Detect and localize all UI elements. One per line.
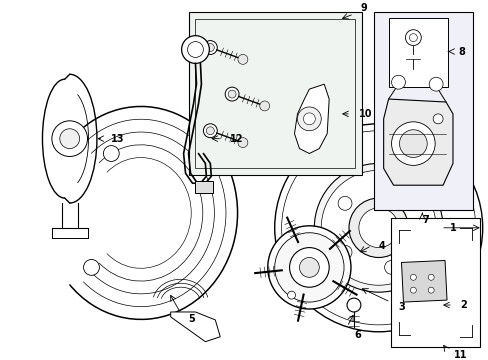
Circle shape (409, 287, 415, 293)
Text: 10: 10 (358, 109, 372, 119)
Circle shape (60, 129, 80, 149)
Text: 12: 12 (230, 134, 243, 144)
Text: 4: 4 (378, 240, 385, 251)
Circle shape (428, 77, 442, 91)
Circle shape (238, 54, 247, 64)
Bar (388, 18, 447, 87)
Circle shape (287, 291, 295, 299)
Circle shape (289, 248, 328, 287)
Circle shape (432, 114, 442, 124)
Circle shape (299, 257, 319, 277)
Circle shape (384, 260, 398, 274)
Circle shape (267, 226, 350, 309)
Text: 13: 13 (111, 134, 124, 144)
Circle shape (297, 107, 321, 131)
Circle shape (391, 122, 434, 165)
Text: 3: 3 (398, 302, 405, 312)
Circle shape (427, 274, 433, 280)
Text: 5: 5 (188, 314, 195, 324)
Circle shape (337, 197, 351, 210)
Circle shape (238, 138, 247, 148)
Bar (373, 12, 472, 210)
Circle shape (274, 233, 344, 302)
Circle shape (412, 221, 427, 235)
Polygon shape (294, 84, 328, 153)
Text: 9: 9 (360, 3, 367, 13)
Polygon shape (401, 261, 446, 302)
Circle shape (83, 260, 99, 275)
Circle shape (409, 274, 415, 280)
Circle shape (181, 36, 209, 63)
Circle shape (405, 30, 421, 46)
Circle shape (52, 121, 87, 157)
Circle shape (314, 163, 442, 292)
Text: 7: 7 (422, 215, 428, 225)
Circle shape (321, 170, 435, 285)
Circle shape (203, 41, 217, 54)
Text: 8: 8 (457, 46, 464, 57)
Bar (188, 12, 361, 175)
Circle shape (203, 124, 217, 138)
Text: 1: 1 (449, 223, 456, 233)
Circle shape (206, 44, 214, 51)
Circle shape (228, 90, 236, 98)
Circle shape (274, 124, 482, 332)
Circle shape (421, 295, 434, 309)
Circle shape (399, 130, 427, 157)
Circle shape (346, 298, 360, 312)
Circle shape (281, 131, 475, 325)
Circle shape (348, 198, 407, 257)
Circle shape (384, 181, 398, 195)
Polygon shape (383, 99, 452, 185)
Circle shape (425, 299, 430, 305)
Polygon shape (170, 312, 220, 342)
Circle shape (427, 287, 433, 293)
Circle shape (225, 87, 239, 101)
Circle shape (337, 245, 351, 259)
Text: 6: 6 (353, 330, 360, 340)
Bar (195, 19, 354, 168)
Bar (390, 218, 479, 347)
Circle shape (358, 208, 398, 248)
Circle shape (259, 101, 269, 111)
Circle shape (187, 42, 203, 58)
Circle shape (408, 34, 416, 42)
Text: 11: 11 (453, 350, 467, 360)
Circle shape (303, 113, 315, 125)
Circle shape (103, 145, 119, 161)
Text: 2: 2 (459, 300, 466, 310)
Bar (195, 181, 213, 193)
Circle shape (391, 75, 405, 89)
Circle shape (206, 127, 214, 135)
